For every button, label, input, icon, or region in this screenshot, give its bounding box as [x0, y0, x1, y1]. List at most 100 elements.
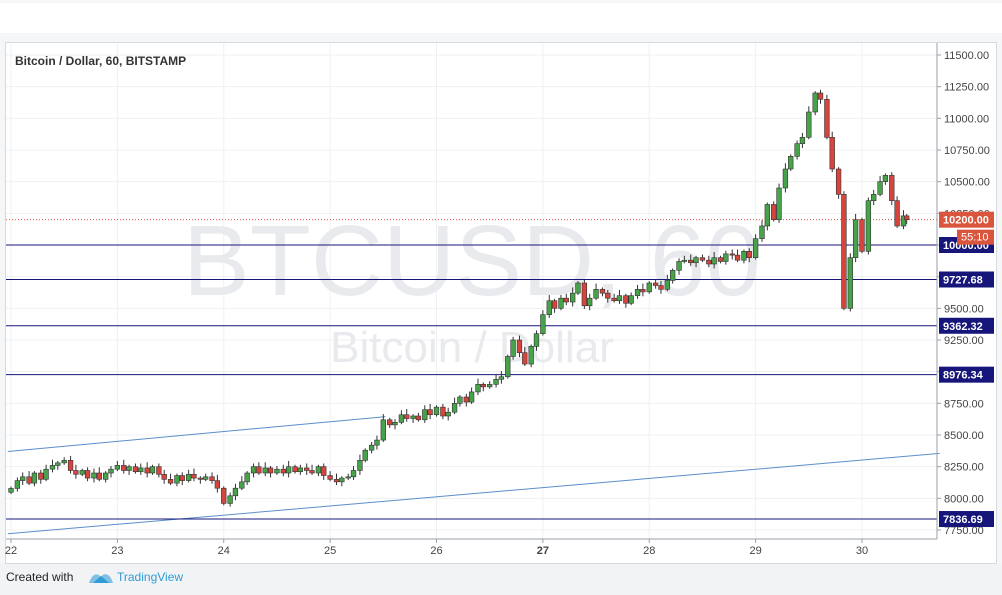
candle-up	[847, 257, 853, 309]
candle-down	[415, 415, 422, 421]
candle-up	[882, 175, 889, 182]
candle-up	[587, 297, 593, 307]
candle-up	[475, 384, 481, 393]
candle-down	[599, 289, 606, 294]
candle-down	[522, 352, 528, 365]
candle-down	[551, 300, 558, 309]
candle-up	[91, 472, 97, 479]
candle-up	[350, 470, 357, 478]
tradingview-link[interactable]: TradingView	[117, 570, 184, 584]
candle-down	[480, 384, 486, 388]
candle-up	[285, 466, 292, 474]
candle-down	[889, 175, 895, 201]
candle-up	[540, 314, 546, 334]
candle-up	[575, 282, 581, 294]
candle-up	[445, 411, 451, 417]
candle-up	[723, 253, 729, 262]
level-label-text: 9727.68	[943, 274, 983, 286]
candle-up	[741, 251, 747, 261]
candle-down	[699, 257, 706, 261]
candle-down	[167, 479, 174, 484]
candle-down	[516, 339, 523, 353]
candle-up	[79, 470, 85, 475]
candle-up	[368, 444, 375, 451]
candle-up	[493, 378, 499, 385]
candle-up	[362, 449, 368, 461]
trendline	[7, 452, 940, 535]
time-tick-label: 29	[750, 545, 762, 557]
trendlines	[7, 416, 940, 535]
candle-up	[510, 339, 516, 357]
level-label-text: 9362.32	[943, 321, 983, 333]
candle-down	[404, 414, 410, 419]
candle-down	[688, 259, 694, 264]
candle-down	[197, 477, 204, 480]
candle-up	[900, 215, 907, 227]
candle-up	[776, 187, 782, 220]
candle-down	[221, 487, 227, 504]
candle-up	[468, 391, 475, 403]
candle-up	[232, 487, 239, 497]
last-price-label-box	[939, 211, 994, 228]
candle-up	[315, 466, 322, 474]
price-tick-label: 8750.00	[944, 398, 984, 410]
candle-up	[752, 238, 759, 258]
candle-up	[114, 465, 121, 470]
level-label-text: 7836.69	[943, 514, 983, 526]
candle-down	[817, 92, 824, 100]
price-tick-label: 11000.00	[944, 113, 989, 125]
candle-down	[267, 467, 274, 474]
watermark-symbol: BTCUSD, 60	[183, 205, 761, 317]
countdown-text: 55:10	[961, 232, 989, 244]
candles	[8, 89, 910, 507]
time-tick-label: 22	[5, 545, 17, 557]
price-tick-label: 11250.00	[944, 82, 989, 94]
candle-up	[676, 261, 682, 271]
footer	[0, 564, 1002, 595]
horizontal-levels	[6, 219, 937, 520]
tradingview-logo-icon[interactable]	[88, 568, 114, 586]
candle-up	[558, 297, 564, 309]
candle-up	[794, 143, 800, 157]
time-tick-label: 23	[111, 545, 123, 557]
last-price-label-text: 10200.00	[943, 215, 989, 227]
candle-down	[771, 204, 777, 220]
candle-down	[611, 297, 617, 302]
candle-up	[244, 472, 250, 483]
candle-down	[658, 285, 664, 290]
candle-up	[126, 466, 132, 471]
created-with-text: Created with	[6, 570, 74, 584]
level-label-text: 8976.34	[943, 370, 984, 382]
candle-up	[103, 472, 109, 480]
level-label-box	[939, 511, 994, 528]
candle-down	[214, 480, 221, 489]
watermark-name: Bitcoin / Dollar	[330, 323, 614, 372]
candle-down	[309, 470, 315, 474]
candle-down	[581, 282, 588, 307]
candle-up	[138, 467, 144, 473]
candle-up	[203, 476, 209, 480]
candle-up	[616, 295, 623, 302]
level-label-box	[939, 366, 994, 383]
candle-down	[563, 297, 569, 303]
candle-down	[824, 99, 830, 138]
candle-up	[498, 376, 505, 380]
top-bar	[0, 3, 1002, 33]
candle-down	[440, 406, 446, 417]
candle-down	[859, 219, 865, 252]
candle-up	[646, 282, 652, 293]
candle-up	[149, 466, 156, 474]
candle-up	[339, 477, 345, 483]
price-tick-label: 11500.00	[944, 50, 989, 62]
price-tick-label: 8250.00	[944, 462, 984, 474]
candle-down	[734, 254, 741, 261]
candle-up	[433, 406, 440, 416]
price-tick-label: 9250.00	[944, 335, 984, 347]
chart-title: Bitcoin / Dollar, 60, BITSTAMP	[15, 54, 186, 68]
price-tick-label: 9500.00	[944, 303, 984, 315]
candle-up	[422, 409, 428, 421]
time-tick-label: 25	[324, 545, 336, 557]
candle-up	[457, 396, 463, 404]
candle-up	[871, 194, 877, 201]
